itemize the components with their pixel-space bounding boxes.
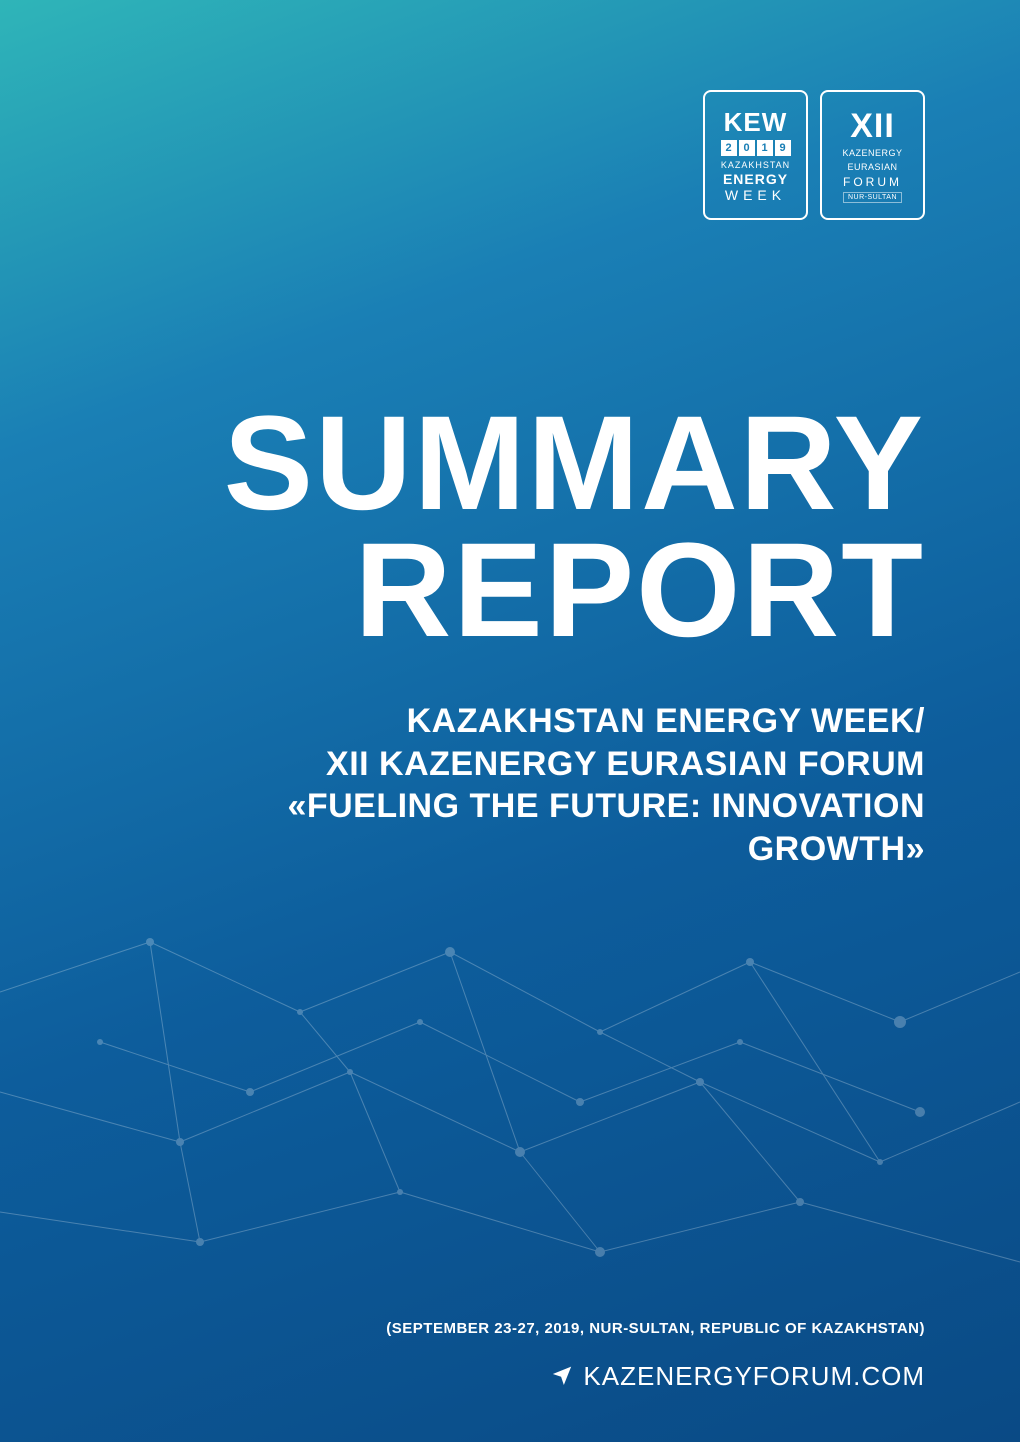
- subtitle-line-3: «FUELING THE FUTURE: INNOVATION: [287, 785, 925, 828]
- subtitle: KAZAKHSTAN ENERGY WEEK/ XII KAZENERGY EU…: [287, 700, 925, 870]
- plane-icon: [551, 1361, 573, 1392]
- subtitle-line-1: KAZAKHSTAN ENERGY WEEK/: [287, 700, 925, 743]
- xii-logo: XII KAZENERGY EURASIAN FORUM NUR-SULTAN: [820, 90, 925, 220]
- report-cover-page: KEW 2 0 1 9 KAZAKHSTAN ENERGY WEEK XII K…: [0, 0, 1020, 1442]
- xii-region: EURASIAN: [847, 162, 897, 174]
- kew-energy: ENERGY: [723, 171, 788, 187]
- xii-forum: FORUM: [843, 175, 902, 189]
- logo-container: KEW 2 0 1 9 KAZAKHSTAN ENERGY WEEK XII K…: [703, 90, 925, 220]
- year-digit: 0: [739, 140, 755, 156]
- year-digit: 2: [721, 140, 737, 156]
- title-line-2: REPORT: [224, 527, 925, 654]
- kew-abbr: KEW: [724, 107, 788, 138]
- main-title: SUMMARY REPORT: [224, 400, 925, 655]
- kew-country: KAZAKHSTAN: [721, 160, 790, 172]
- website-text: KAZENERGYFORUM.COM: [583, 1361, 925, 1392]
- network-background-icon: [0, 892, 1020, 1292]
- xii-numeral: XII: [850, 107, 895, 146]
- kew-year: 2 0 1 9: [721, 140, 791, 156]
- title-line-1: SUMMARY: [224, 400, 925, 527]
- xii-brand: KAZENERGY: [842, 148, 902, 160]
- year-digit: 1: [757, 140, 773, 156]
- date-location: (SEPTEMBER 23-27, 2019, NUR-SULTAN, REPU…: [386, 1320, 925, 1337]
- subtitle-line-2: XII KAZENERGY EURASIAN FORUM: [287, 743, 925, 786]
- year-digit: 9: [775, 140, 791, 156]
- kew-logo: KEW 2 0 1 9 KAZAKHSTAN ENERGY WEEK: [703, 90, 808, 220]
- subtitle-line-4: GROWTH»: [287, 828, 925, 871]
- kew-week: WEEK: [725, 187, 786, 203]
- xii-city: NUR-SULTAN: [843, 192, 902, 203]
- website-url: KAZENERGYFORUM.COM: [551, 1361, 925, 1392]
